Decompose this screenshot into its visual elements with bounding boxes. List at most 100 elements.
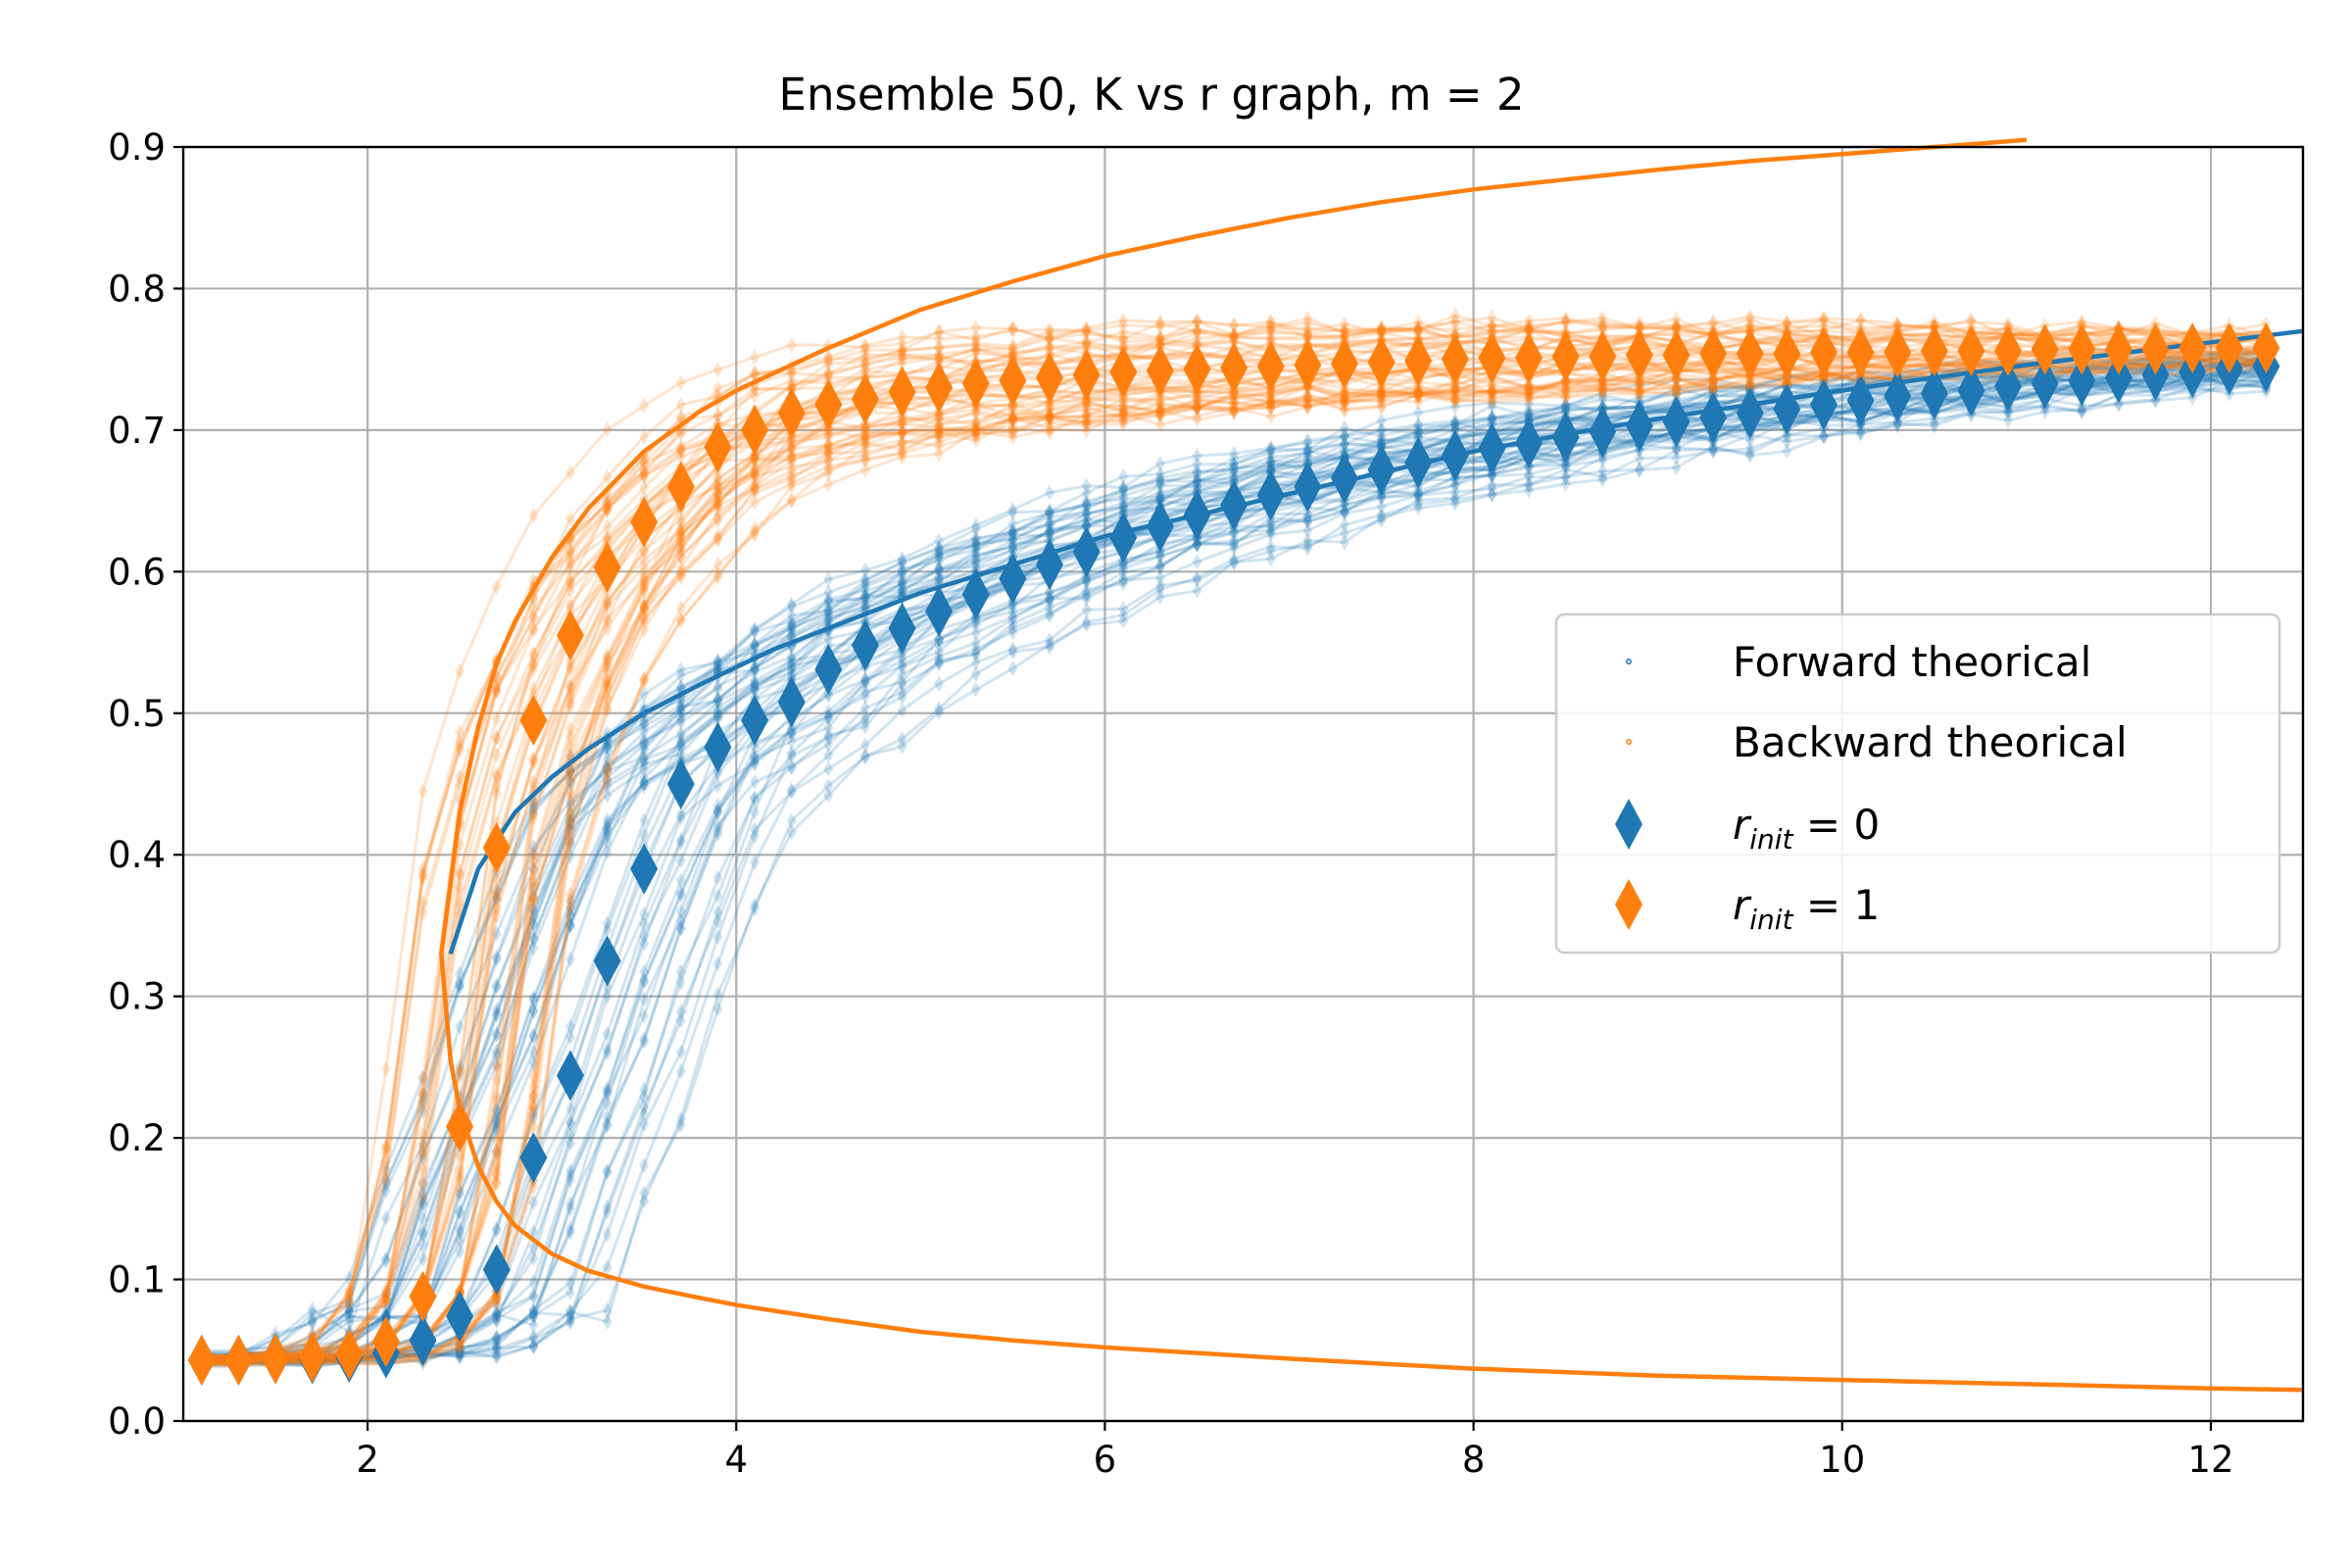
ensemble-trial-marker [970, 534, 981, 551]
ensemble-trial-marker [712, 693, 723, 710]
ensemble-trial-marker [491, 1296, 502, 1312]
ensemble-trial-marker [564, 1018, 575, 1035]
ensemble-trial-marker [970, 521, 981, 538]
ensemble-trial-marker [934, 569, 945, 586]
ensemble-trial-marker [564, 837, 575, 854]
ensemble-trial-marker [786, 619, 797, 636]
ensemble-trial-marker [564, 774, 575, 791]
ensemble-trial-marker [823, 710, 834, 726]
ensemble-trial-marker [1708, 374, 1719, 391]
ensemble-trial-marker [1671, 449, 1682, 466]
ensemble-trial-marker [1597, 468, 1608, 485]
ensemble-trial-marker [859, 676, 870, 693]
ensemble-trial-marker [1671, 460, 1682, 476]
ensemble-trial-marker [1339, 525, 1349, 542]
ensemble-trial-marker [1413, 487, 1424, 504]
ensemble-trial-marker [970, 681, 981, 698]
ensemble-trial-marker [712, 798, 723, 814]
ensemble-trial-marker [1634, 462, 1644, 478]
ensemble-trial-marker [750, 622, 760, 639]
ensemble-trial-marker [859, 749, 870, 765]
ensemble-trial-marker [455, 1335, 466, 1351]
ensemble-trial-marker [897, 684, 907, 701]
ensemble-trial-marker [897, 574, 907, 591]
ensemble-trial-marker [750, 751, 760, 767]
ensemble-trial-marker [1634, 450, 1644, 466]
ensemble-trial-marker [1154, 492, 1165, 509]
ensemble-trial-marker [1265, 441, 1276, 458]
ensemble-trial-marker [564, 848, 575, 864]
ensemble-trial-marker [528, 1307, 539, 1324]
ensemble-trial-marker [859, 594, 870, 611]
ensemble-trial-marker [491, 1330, 502, 1347]
ensemble-trial-marker [934, 546, 945, 563]
ensemble-trial-marker [1081, 505, 1092, 521]
ensemble-trial-marker [1192, 456, 1202, 472]
ensemble-trial-marker [970, 612, 981, 629]
ensemble-trial-marker [1192, 478, 1202, 495]
ensemble-trial-marker [1524, 403, 1535, 419]
ensemble-trial-marker [934, 631, 945, 648]
ensemble-trial-marker [564, 917, 575, 934]
ensemble-trial-marker [675, 1004, 686, 1020]
ensemble-trial-marker [1192, 448, 1202, 465]
ensemble-trial-marker [1929, 417, 1939, 434]
ensemble-trial-marker [712, 803, 723, 819]
ensemble-trial-marker [1154, 455, 1165, 471]
ensemble-trial-marker [1154, 488, 1165, 505]
ensemble-trial-marker [712, 691, 723, 708]
ensemble-trial-marker [1413, 424, 1424, 441]
ensemble-trial-marker [1708, 381, 1719, 398]
ensemble-trial-marker [1154, 558, 1165, 574]
ensemble-trial-marker [1229, 523, 1240, 540]
ensemble-trial-marker [712, 680, 723, 697]
ensemble-trial-marker [1487, 467, 1497, 484]
ensemble-trial-marker [417, 1176, 428, 1193]
ensemble-trial-marker [859, 718, 870, 735]
ensemble-trial-marker [1045, 505, 1055, 521]
ensemble-trial-marker [1339, 516, 1349, 533]
ensemble-trial-marker [859, 590, 870, 607]
ensemble-trial-marker [823, 571, 834, 588]
ensemble-trial-marker [380, 1286, 391, 1302]
ensemble-trial-marker [602, 1026, 612, 1043]
ensemble-trial-marker [786, 758, 797, 774]
ensemble-trial-marker [1045, 590, 1055, 607]
ensemble-trial-marker [1449, 413, 1460, 429]
ensemble-trial-marker [1560, 396, 1571, 413]
ensemble-trial-marker [750, 637, 760, 654]
ensemble-trial-marker [1671, 440, 1682, 457]
ensemble-trial-marker [1449, 476, 1460, 493]
ensemble-trial-marker [897, 581, 907, 598]
ensemble-trial-marker [1708, 378, 1719, 395]
ensemble-trial-marker [491, 951, 502, 967]
ensemble-trial-marker [528, 1027, 539, 1044]
ensemble-trial-marker [1376, 498, 1387, 514]
ensemble-trial-marker [1265, 449, 1276, 466]
ensemble-trial-marker [1597, 391, 1608, 408]
ensemble-trial-marker [1302, 443, 1313, 460]
ensemble-trial-marker [859, 688, 870, 705]
ensemble-trial-marker [344, 1303, 355, 1320]
ensemble-trial-marker [491, 1310, 502, 1327]
ensemble-trial-marker [897, 564, 907, 581]
ensemble-trial-marker [823, 591, 834, 608]
ensemble-trial-marker [1265, 453, 1276, 469]
ensemble-trial-marker [1154, 466, 1165, 482]
ensemble-trial-marker [564, 1224, 575, 1241]
ensemble-trial-marker [1007, 526, 1018, 543]
ensemble-trial-marker [970, 624, 981, 641]
ensemble-trial-marker [1081, 516, 1092, 533]
ensemble-trial-line [201, 369, 2267, 1368]
ensemble-trial-marker [675, 698, 686, 714]
ensemble-trial-marker [1339, 496, 1349, 513]
ensemble-trial-marker [1302, 444, 1313, 461]
ensemble-trial-marker [639, 935, 650, 952]
ensemble-trial-marker [1671, 385, 1682, 402]
ensemble-trial-marker [1154, 477, 1165, 494]
ensemble-trial-marker [1081, 498, 1092, 514]
ensemble-trial-marker [1007, 641, 1018, 658]
ensemble-trial-marker [1045, 522, 1055, 539]
ensemble-trial-marker [639, 1105, 650, 1122]
ensemble-trial-marker [639, 916, 650, 933]
